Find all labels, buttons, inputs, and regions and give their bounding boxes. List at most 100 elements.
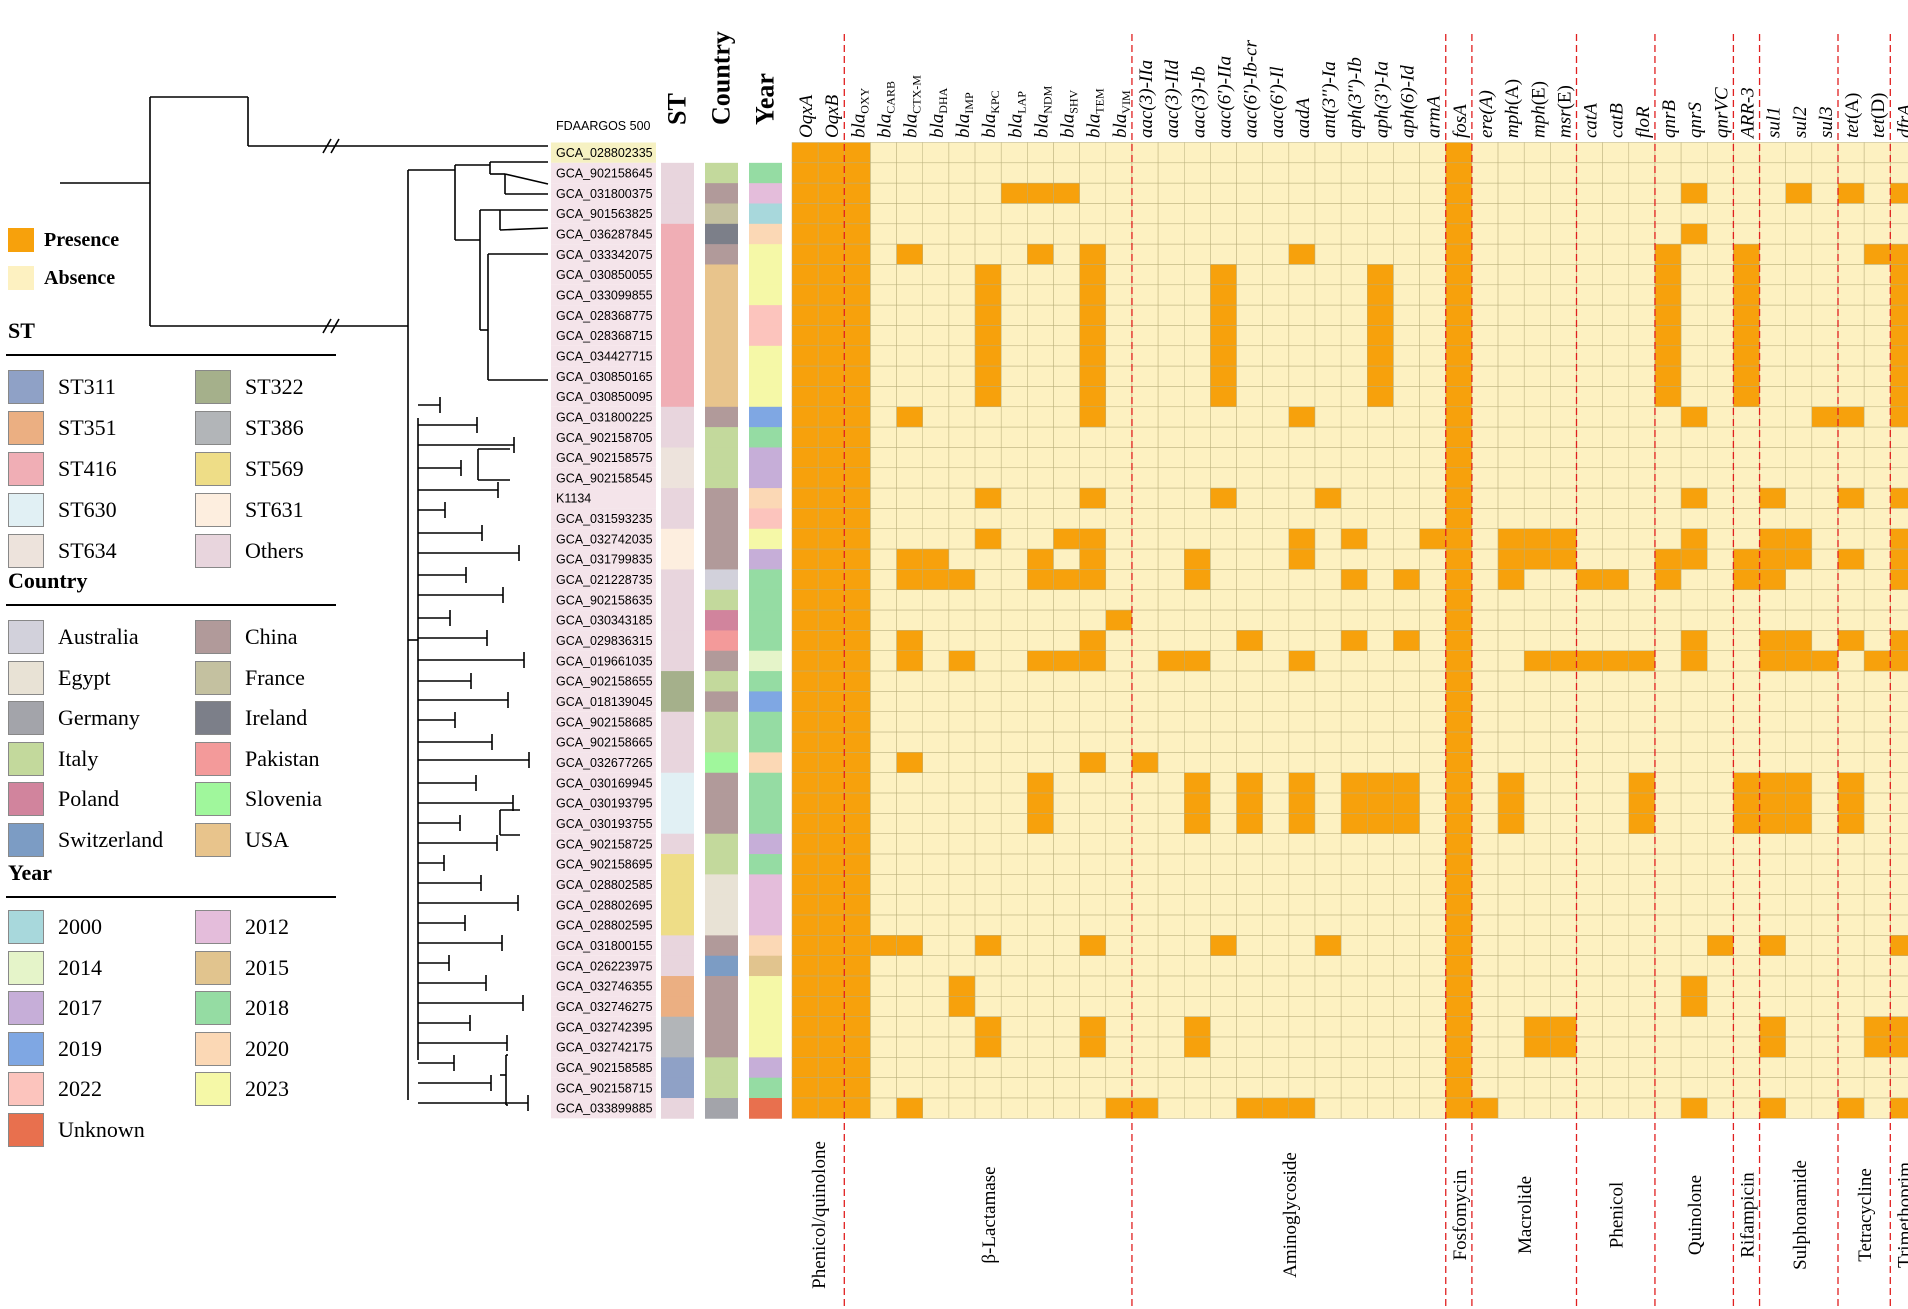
absence-cell bbox=[1707, 650, 1734, 672]
presence-cell bbox=[1680, 406, 1708, 428]
absence-cell bbox=[1837, 243, 1865, 265]
country-label: USA bbox=[245, 826, 290, 852]
absence-cell bbox=[1131, 975, 1159, 997]
strain-label-bg bbox=[551, 528, 656, 550]
absence-cell bbox=[1759, 264, 1786, 286]
absence-cell bbox=[1863, 1077, 1891, 1099]
country-legend-item: USA bbox=[195, 822, 290, 857]
absence-cell bbox=[1628, 1057, 1656, 1078]
presence-cell bbox=[817, 182, 845, 204]
absence-cell bbox=[1680, 426, 1708, 448]
absence-cell bbox=[1837, 162, 1865, 184]
absence-cell bbox=[1550, 955, 1577, 977]
absence-cell bbox=[1340, 752, 1368, 773]
absence-cell bbox=[1419, 264, 1446, 286]
absence-cell bbox=[1053, 874, 1080, 895]
absence-cell bbox=[1000, 955, 1028, 977]
country-track-cell bbox=[705, 223, 738, 245]
absence-cell bbox=[1367, 487, 1394, 509]
absence-cell bbox=[1419, 996, 1446, 1017]
absence-cell bbox=[1471, 569, 1499, 591]
absence-cell bbox=[1602, 853, 1630, 875]
absence-cell bbox=[1027, 1016, 1054, 1038]
absence-cell bbox=[870, 1077, 897, 1099]
absence-cell bbox=[1785, 264, 1813, 286]
absence-cell bbox=[1105, 792, 1133, 814]
absence-cell bbox=[1105, 833, 1133, 855]
st-track-cell bbox=[661, 874, 694, 896]
absence-cell bbox=[1785, 467, 1813, 489]
country-label: France bbox=[245, 664, 305, 690]
absence-cell bbox=[870, 772, 897, 794]
absence-cell bbox=[1471, 1077, 1499, 1099]
absence-cell bbox=[1550, 467, 1577, 489]
absence-cell bbox=[1262, 935, 1290, 956]
presence-cell bbox=[791, 447, 819, 469]
presence-cell bbox=[791, 487, 819, 509]
absence-cell bbox=[1157, 1097, 1185, 1119]
strain-label: GCA_902158635 bbox=[556, 593, 653, 607]
absence-cell bbox=[1262, 223, 1290, 245]
presence-cell bbox=[1210, 304, 1237, 326]
absence-cell bbox=[1236, 406, 1263, 428]
absence-cell bbox=[1471, 487, 1499, 509]
absence-cell bbox=[1759, 467, 1786, 489]
country-track-cell bbox=[705, 549, 738, 570]
gene-header: qnrB bbox=[1659, 100, 1680, 138]
absence-cell bbox=[1340, 182, 1368, 204]
absence-cell bbox=[1393, 325, 1420, 347]
absence-cell bbox=[1236, 467, 1263, 489]
presence-cell bbox=[1079, 1036, 1107, 1058]
year-track-cell bbox=[749, 447, 782, 469]
st-track-cell bbox=[661, 732, 694, 753]
absence-cell bbox=[1027, 752, 1054, 773]
absence-cell bbox=[1497, 670, 1525, 692]
absence-cell bbox=[870, 670, 897, 692]
absence-cell bbox=[1393, 853, 1420, 875]
absence-cell bbox=[948, 833, 976, 855]
strain-label-bg bbox=[551, 203, 656, 224]
absence-cell bbox=[1184, 853, 1211, 875]
absence-cell bbox=[922, 731, 950, 753]
strain-label: GCA_019661035 bbox=[556, 654, 653, 668]
absence-cell bbox=[1785, 874, 1813, 895]
country-legend-item: China bbox=[195, 620, 298, 654]
strain-label: GCA_902158585 bbox=[556, 1061, 653, 1075]
absence-cell bbox=[896, 284, 923, 306]
presence-cell bbox=[1811, 650, 1839, 672]
absence-cell bbox=[1628, 223, 1656, 245]
absence-cell bbox=[1576, 630, 1603, 651]
absence-cell bbox=[974, 406, 1002, 428]
absence-cell bbox=[1079, 447, 1107, 469]
absence-cell bbox=[1497, 345, 1525, 367]
reference-label: FDAARGOS 500 bbox=[556, 119, 651, 133]
strain-label: GCA_028368775 bbox=[556, 309, 653, 323]
absence-cell bbox=[1733, 508, 1760, 530]
presence-cell bbox=[1785, 182, 1813, 204]
absence-cell bbox=[1419, 833, 1446, 855]
absence-cell bbox=[1707, 772, 1734, 794]
absence-cell bbox=[1550, 569, 1577, 591]
absence-cell bbox=[1105, 447, 1133, 469]
absence-cell bbox=[1367, 833, 1394, 855]
absence-cell bbox=[896, 142, 923, 164]
country-swatch bbox=[195, 822, 231, 857]
absence-cell bbox=[948, 589, 976, 611]
absence-cell bbox=[974, 894, 1002, 916]
absence-cell bbox=[1707, 711, 1734, 733]
presence-cell bbox=[844, 162, 871, 184]
absence-cell bbox=[1733, 426, 1760, 448]
absence-cell bbox=[1288, 447, 1316, 469]
presence-cell bbox=[791, 711, 819, 733]
absence-cell bbox=[1393, 264, 1420, 286]
absence-cell bbox=[1053, 609, 1080, 631]
absence-cell bbox=[1680, 589, 1708, 611]
absence-cell bbox=[1210, 731, 1237, 753]
strain-label-bg bbox=[551, 183, 656, 204]
presence-cell bbox=[1759, 1036, 1786, 1058]
absence-cell bbox=[1236, 1057, 1263, 1078]
absence-cell bbox=[1759, 304, 1786, 326]
country-swatch bbox=[195, 701, 231, 735]
presence-cell bbox=[1890, 182, 1908, 204]
presence-cell bbox=[1707, 935, 1734, 956]
